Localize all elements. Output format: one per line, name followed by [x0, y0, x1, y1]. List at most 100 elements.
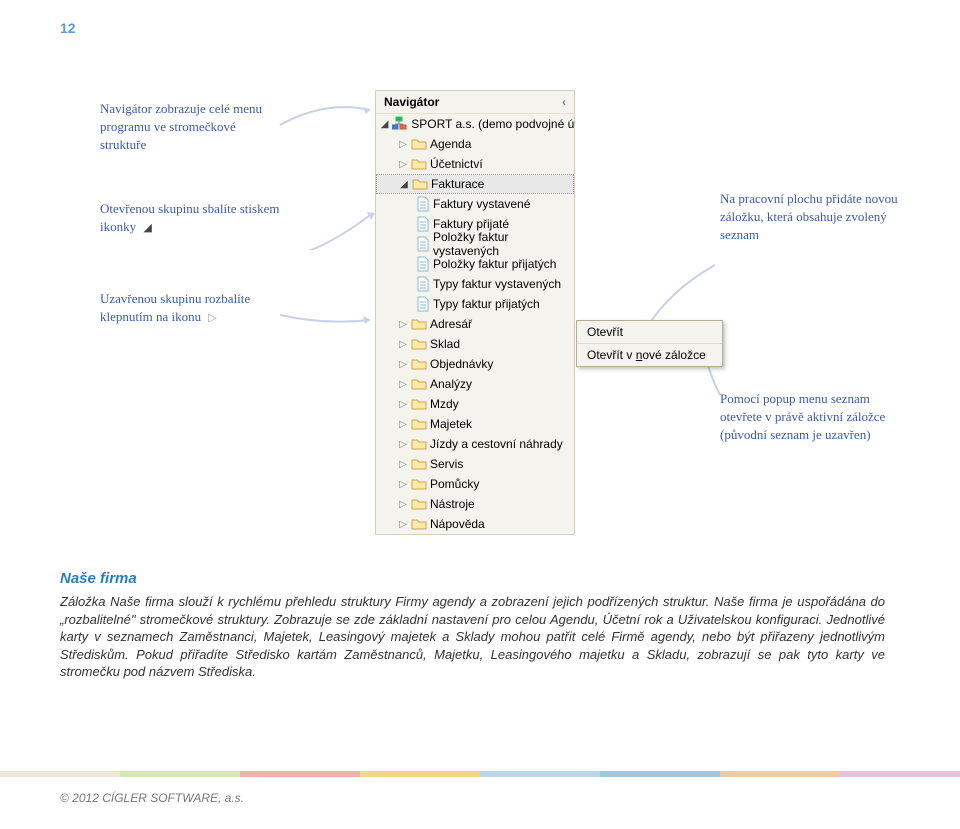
tree-item-label: Fakturace — [431, 177, 484, 191]
tree-item-label: Typy faktur vystavených — [433, 277, 561, 291]
tree-item[interactable]: ▷ Nápověda — [376, 514, 574, 534]
tree-subitem[interactable]: Položky faktur přijatých — [376, 254, 574, 274]
folder-icon — [411, 157, 427, 171]
section-nase-firma: Naše firma Záložka Naše firma slouží k r… — [60, 570, 885, 681]
tree-item-label: Položky faktur vystavených — [433, 230, 574, 258]
document-icon — [416, 236, 430, 252]
tree-item-label: Servis — [430, 457, 463, 471]
folder-icon — [411, 337, 427, 351]
tree-subitem[interactable]: Položky faktur vystavených — [376, 234, 574, 254]
collapse-triangle-icon: ◢ — [143, 222, 151, 234]
tree-item[interactable]: ▷ Majetek — [376, 414, 574, 434]
tree-item-label: Analýzy — [430, 377, 472, 391]
tree-item-label: Typy faktur přijatých — [433, 297, 540, 311]
tree-item[interactable]: ▷ Servis — [376, 454, 574, 474]
callout-mid-text: Otevřenou skupinu sbalíte stiskem ikonky — [100, 201, 279, 234]
menu-open-new-tab[interactable]: Otevřít v nové záložce — [577, 344, 722, 366]
expand-triangle-icon: ▷ — [208, 312, 216, 324]
tree-item-label: Nápověda — [430, 517, 485, 531]
copyright: © 2012 CÍGLER SOFTWARE, a.s. — [60, 791, 244, 805]
context-menu: Otevřít Otevřít v nové záložce — [576, 320, 723, 367]
navigator-title: Navigátor — [384, 95, 439, 109]
callout-right-bot: Pomocí popup menu seznam otevřete v práv… — [720, 390, 900, 445]
menu-open-label: Otevřít — [587, 325, 623, 339]
expand-icon[interactable]: ◢ — [399, 179, 409, 190]
expand-icon[interactable]: ▷ — [398, 419, 408, 430]
footer-stripe — [840, 771, 960, 777]
tree-item-label: Faktury vystavené — [433, 197, 530, 211]
tree-item-label: Sklad — [430, 337, 460, 351]
arrow-2 — [275, 210, 375, 250]
document-icon — [416, 296, 430, 312]
callout-right-top: Na pracovní plochu přidáte novou záložku… — [720, 190, 900, 245]
tree-item[interactable]: ▷ Agenda — [376, 134, 574, 154]
tree-subitem[interactable]: Typy faktur vystavených — [376, 274, 574, 294]
menu-open[interactable]: Otevřít — [577, 321, 722, 344]
tree-item[interactable]: ▷ Objednávky — [376, 354, 574, 374]
folder-icon — [411, 457, 427, 471]
folder-icon — [411, 397, 427, 411]
tree-item-label: Agenda — [430, 137, 471, 151]
expand-icon[interactable]: ▷ — [398, 339, 408, 350]
footer-stripe — [480, 771, 600, 777]
expand-icon[interactable]: ▷ — [398, 399, 408, 410]
tree-item[interactable]: ▷Adresář — [376, 314, 574, 334]
tree-item-label: Účetnictví — [430, 157, 483, 171]
folder-icon — [411, 317, 427, 331]
tree-item[interactable]: ▷ Analýzy — [376, 374, 574, 394]
footer-stripe — [120, 771, 240, 777]
footer-stripe — [360, 771, 480, 777]
folder-icon — [411, 417, 427, 431]
footer-stripe — [600, 771, 720, 777]
tree-item[interactable]: ▷ Mzdy — [376, 394, 574, 414]
tree-item-label: Pomůcky — [430, 477, 479, 491]
folder-icon — [412, 177, 428, 191]
expand-icon[interactable]: ▷ — [398, 359, 408, 370]
tree-root-label: SPORT a.s. (demo podvojné úče — [411, 117, 574, 131]
tree-root[interactable]: ◢ SPORT a.s. (demo podvojné úče — [376, 114, 574, 134]
section-body: Záložka Naše firma slouží k rychlému pře… — [60, 593, 885, 681]
org-icon — [392, 116, 408, 132]
tree-item[interactable]: ▷Nástroje — [376, 494, 574, 514]
expand-icon[interactable]: ◢ — [380, 119, 389, 130]
tree-item[interactable]: ▷ Pomůcky — [376, 474, 574, 494]
tree-item[interactable]: ▷ Sklad — [376, 334, 574, 354]
tree-subitem[interactable]: Typy faktur přijatých — [376, 294, 574, 314]
expand-icon[interactable]: ▷ — [398, 479, 408, 490]
callout-bot: Uzavřenou skupinu rozbalíte klepnutím na… — [100, 290, 280, 327]
tree-subitem[interactable]: Faktury vystavené — [376, 194, 574, 214]
tree-item-label: Faktury přijaté — [433, 217, 509, 231]
navigator-panel: Navigátor ‹ ◢ SPORT a.s. (demo podvojné … — [375, 90, 575, 535]
expand-icon[interactable]: ▷ — [398, 159, 408, 170]
tree-item-label: Položky faktur přijatých — [433, 257, 556, 271]
expand-icon[interactable]: ▷ — [398, 519, 408, 530]
document-icon — [416, 276, 430, 292]
tree-item-fakturace[interactable]: ◢ Fakturace — [376, 174, 574, 194]
expand-icon[interactable]: ▷ — [398, 319, 408, 330]
folder-icon — [411, 437, 427, 451]
section-title: Naše firma — [60, 570, 885, 587]
folder-icon — [411, 137, 427, 151]
footer-stripe — [0, 771, 120, 777]
document-icon — [416, 256, 430, 272]
expand-icon[interactable]: ▷ — [398, 499, 408, 510]
tree-item-label: Majetek — [430, 417, 472, 431]
tree-item-label: Mzdy — [430, 397, 459, 411]
tree-item-label: Objednávky — [430, 357, 493, 371]
expand-icon[interactable]: ▷ — [398, 139, 408, 150]
expand-icon[interactable]: ▷ — [398, 379, 408, 390]
navigator-title-bar: Navigátor ‹ — [376, 91, 574, 114]
callout-top: Navigátor zobrazuje celé menu programu v… — [100, 100, 280, 155]
expand-icon[interactable]: ▷ — [398, 459, 408, 470]
tree-item[interactable]: ▷Jízdy a cestovní náhrady — [376, 434, 574, 454]
folder-icon — [411, 517, 427, 531]
document-icon — [416, 196, 430, 212]
page-number: 12 — [60, 20, 76, 36]
expand-icon[interactable]: ▷ — [398, 439, 408, 450]
tree-item[interactable]: ▷ Účetnictví — [376, 154, 574, 174]
arrow-1 — [275, 95, 375, 145]
collapse-icon[interactable]: ‹ — [562, 95, 566, 109]
folder-icon — [411, 477, 427, 491]
document-icon — [416, 216, 430, 232]
callout-bot-text: Uzavřenou skupinu rozbalíte klepnutím na… — [100, 291, 250, 324]
